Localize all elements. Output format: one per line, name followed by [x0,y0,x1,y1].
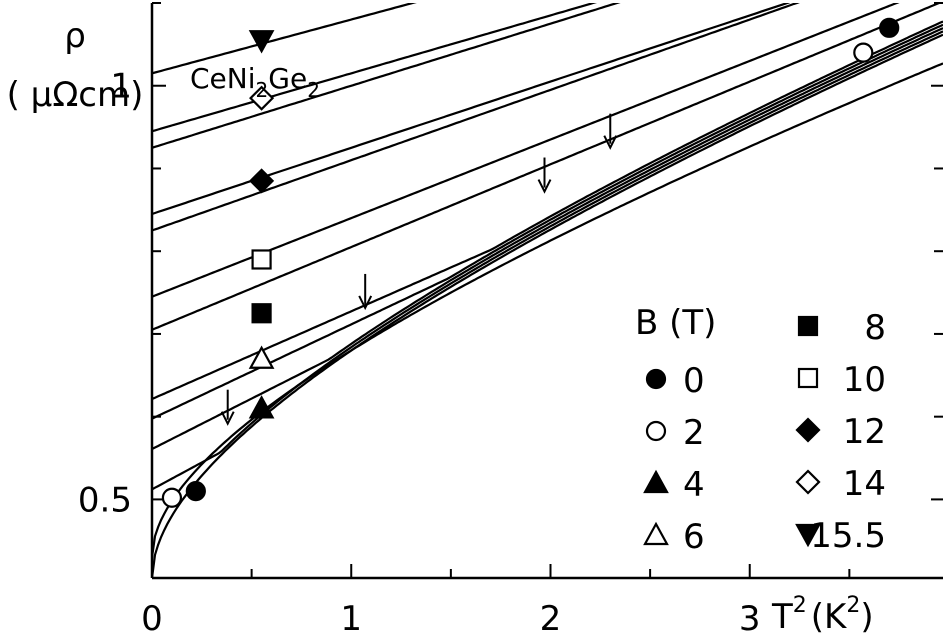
curve-field-0 [152,33,943,578]
compound-sub-2: 2 [307,78,320,102]
data-point-field-14 [249,85,275,111]
legend-marker-8 [797,315,819,337]
legend-title: B (T) [635,303,716,343]
compound-part-1: CeNi [190,62,256,95]
x-axis-title-base: T [771,597,793,637]
data-curves [152,3,943,578]
data-markers [161,17,900,508]
legend-marker-14 [795,469,821,495]
y-tick-label: 0.5 [78,480,132,520]
y-tick-label: 1 [110,67,132,107]
crossover-arrows [220,113,618,426]
curve-field-15.5 [152,3,417,75]
x-axis-title: T2 (K2) [771,593,874,637]
compound-part-2: Ge [268,62,307,95]
x-tick-label: 2 [540,599,562,639]
data-point-field-2 [161,487,183,508]
legend-label: 15.5 [810,516,886,556]
crossover-arrow-head [537,179,552,194]
legend-marker-10 [797,367,819,389]
crossover-arrow-head [358,295,373,311]
x-axis-title-sup2: 2 [846,593,860,618]
legend-label: 6 [683,517,705,557]
crossover-curve-1 [152,27,943,450]
legend-marker-12 [795,417,821,443]
linear-line-extra-3 [152,3,621,149]
data-point-field-0 [185,481,206,502]
linear-line-extra-0 [152,3,942,331]
x-axis-title-close: ) [860,597,873,637]
legend-marker-2 [645,420,667,442]
data-point-field-15.5 [248,30,275,54]
y-axis-unit: ( μΩcm) [7,75,144,115]
legend: B (T) 0 2 4 6 8 10 12 14 15.5 [635,303,886,557]
curve-field-12 [152,3,791,216]
crossover-curve-2 [152,23,943,420]
legend-marker-6 [643,521,669,546]
x-tick-label: 3 [739,599,761,639]
legend-label: 10 [843,360,886,400]
data-point-field-4 [248,395,275,419]
legend-label: 8 [864,308,886,348]
x-tick-label: 1 [340,599,362,639]
data-point-field-10 [251,249,272,270]
compound-label: CeNi2Ge2 [190,62,320,102]
linear-line-extra-1 [152,3,900,298]
tick-labels: 0 1 2 3 0.5 1 [78,67,761,639]
legend-label: 4 [683,465,705,505]
x-tick-label: 0 [141,599,163,639]
data-point-field-2 [853,42,874,63]
crossover-arrow-head [603,135,618,150]
data-point-field-12 [249,168,275,194]
crossover-curve-0 [152,30,943,491]
data-point-field-6 [248,345,275,369]
legend-label: 14 [843,464,886,504]
linear-line-extra-2 [152,3,800,232]
x-axis-title-open: (K [811,597,848,637]
crossover-curve-3 [152,20,943,401]
legend-label: 12 [843,412,886,452]
data-point-field-8 [251,303,272,324]
curve-field-14 [152,3,598,133]
data-point-field-0 [879,17,900,38]
compound-sub-1: 2 [256,78,269,102]
legend-marker-0 [645,368,667,390]
legend-label: 2 [683,413,705,453]
legend-marker-15.5 [795,523,821,548]
x-axis-title-sup1: 2 [793,593,807,618]
legend-label: 0 [683,361,705,401]
y-axis-symbol: ρ [64,16,86,56]
crossover-arrow-head [220,411,235,426]
legend-marker-4 [643,469,669,494]
